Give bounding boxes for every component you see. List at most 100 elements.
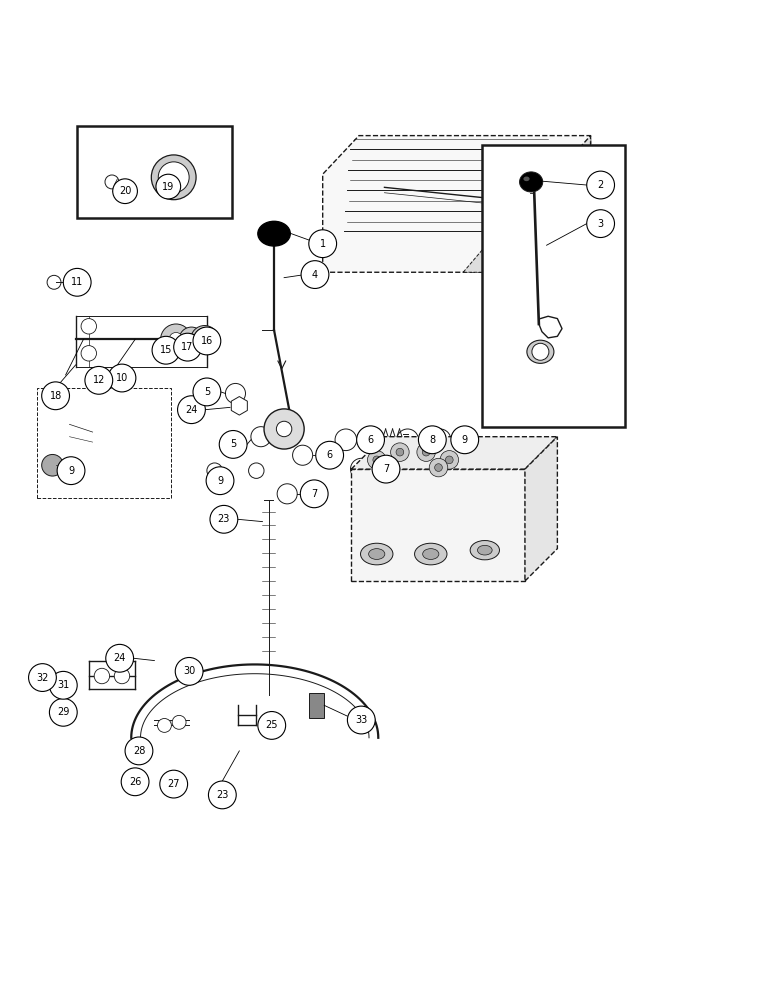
Circle shape: [372, 455, 400, 483]
Circle shape: [417, 443, 435, 461]
Text: 10: 10: [116, 373, 128, 383]
Circle shape: [207, 463, 222, 478]
Circle shape: [219, 431, 247, 458]
Circle shape: [391, 443, 409, 461]
Circle shape: [106, 644, 134, 672]
Polygon shape: [323, 136, 591, 272]
Bar: [482, 145, 625, 427]
Circle shape: [206, 467, 234, 495]
Circle shape: [264, 409, 304, 449]
Circle shape: [258, 712, 286, 739]
Circle shape: [125, 737, 153, 765]
Text: 9: 9: [217, 476, 223, 486]
Text: 20: 20: [119, 186, 131, 196]
Ellipse shape: [523, 177, 530, 181]
Circle shape: [396, 448, 404, 456]
Text: 16: 16: [201, 336, 213, 346]
Circle shape: [49, 671, 77, 699]
Circle shape: [158, 162, 189, 193]
Text: 30: 30: [183, 666, 195, 676]
Circle shape: [367, 451, 386, 469]
Circle shape: [277, 484, 297, 504]
Ellipse shape: [527, 340, 554, 363]
Text: 15: 15: [160, 345, 172, 355]
Circle shape: [429, 458, 448, 477]
Circle shape: [276, 421, 292, 437]
Circle shape: [179, 327, 204, 352]
Circle shape: [377, 458, 395, 477]
Circle shape: [47, 275, 61, 289]
Text: 2: 2: [598, 180, 604, 190]
Polygon shape: [463, 236, 591, 272]
Circle shape: [49, 698, 77, 726]
Circle shape: [335, 429, 357, 451]
Text: 29: 29: [57, 707, 69, 717]
Text: 6: 6: [327, 450, 333, 460]
Circle shape: [316, 441, 344, 469]
Ellipse shape: [361, 543, 393, 565]
Ellipse shape: [258, 221, 290, 246]
Circle shape: [105, 175, 119, 189]
Text: 17: 17: [181, 342, 194, 352]
Text: 23: 23: [216, 790, 229, 800]
Circle shape: [309, 230, 337, 258]
Text: 27: 27: [168, 779, 180, 789]
Circle shape: [178, 396, 205, 424]
Circle shape: [382, 464, 390, 471]
Circle shape: [157, 718, 171, 732]
Polygon shape: [556, 214, 591, 272]
Circle shape: [198, 333, 211, 346]
Circle shape: [161, 324, 191, 355]
Text: 33: 33: [355, 715, 367, 725]
Circle shape: [29, 664, 56, 691]
Ellipse shape: [151, 155, 196, 200]
Ellipse shape: [477, 545, 493, 555]
Circle shape: [301, 261, 329, 288]
Circle shape: [210, 505, 238, 533]
Circle shape: [357, 426, 384, 454]
Polygon shape: [525, 437, 557, 581]
Text: 12: 12: [93, 375, 105, 385]
Circle shape: [160, 770, 188, 798]
Text: 9: 9: [68, 466, 74, 476]
Circle shape: [451, 426, 479, 454]
Text: 6: 6: [367, 435, 374, 445]
Circle shape: [429, 429, 451, 451]
Circle shape: [113, 179, 137, 204]
Text: 1: 1: [320, 239, 326, 249]
Ellipse shape: [520, 172, 543, 192]
Text: 7: 7: [311, 489, 317, 499]
Circle shape: [251, 427, 271, 447]
Bar: [77, 126, 232, 218]
Circle shape: [85, 366, 113, 394]
Circle shape: [156, 174, 181, 199]
Ellipse shape: [415, 543, 447, 565]
Circle shape: [191, 326, 218, 353]
Text: 24: 24: [113, 653, 126, 663]
Circle shape: [249, 463, 264, 478]
Circle shape: [532, 343, 549, 360]
Circle shape: [174, 333, 201, 361]
Circle shape: [350, 458, 372, 480]
Polygon shape: [351, 469, 525, 581]
Circle shape: [169, 332, 183, 346]
Text: 24: 24: [185, 405, 198, 415]
Circle shape: [114, 668, 130, 684]
Text: 31: 31: [57, 680, 69, 690]
Circle shape: [63, 268, 91, 296]
Circle shape: [397, 429, 418, 451]
Text: 8: 8: [429, 435, 435, 445]
Circle shape: [208, 781, 236, 809]
Circle shape: [293, 445, 313, 465]
Circle shape: [422, 448, 430, 456]
Ellipse shape: [423, 549, 438, 559]
Polygon shape: [351, 437, 557, 469]
Circle shape: [175, 657, 203, 685]
Circle shape: [186, 334, 197, 345]
Circle shape: [445, 456, 453, 464]
Circle shape: [81, 319, 96, 334]
Text: 18: 18: [49, 391, 62, 401]
Text: 28: 28: [133, 746, 145, 756]
Text: 7: 7: [383, 464, 389, 474]
Circle shape: [435, 464, 442, 471]
